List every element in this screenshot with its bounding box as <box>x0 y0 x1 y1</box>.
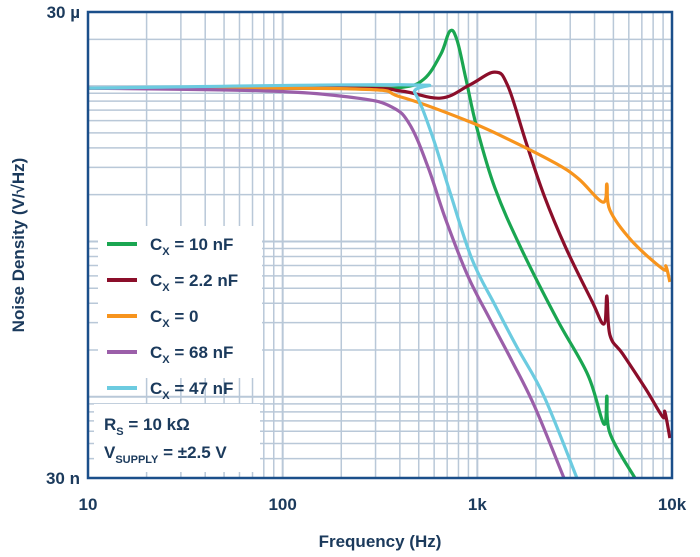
legend-entry-label: CX = 10 nF <box>150 235 233 258</box>
annotation-text: RS = 10 kΩ <box>104 415 190 438</box>
series-line-1 <box>87 70 672 439</box>
y-axis-label: Noise Density (V/√Hz) <box>9 158 28 333</box>
x-tick-label: 100 <box>268 495 296 514</box>
legend-entry-label: CX = 2.2 nF <box>150 271 238 294</box>
y-tick-label: 30 µ <box>47 3 80 22</box>
annotation-background <box>94 404 260 472</box>
legend-entry-label: CX = 0 <box>150 307 198 330</box>
series-line-2 <box>87 86 672 283</box>
y-tick-labels: 30 µ 30 n <box>46 3 80 488</box>
legend: CX = 10 nF CX = 2.2 nF CX = 0 CX = 68 nF CX … <box>107 235 238 402</box>
plot-bottom-mask <box>88 479 676 500</box>
x-tick-labels: 10 100 1k 10k <box>79 495 687 514</box>
y-tick-label: 30 n <box>46 469 80 488</box>
legend-entry-label: CX = 47 nF <box>150 379 233 402</box>
x-axis-label: Frequency (Hz) <box>319 532 442 551</box>
series-group <box>87 28 676 500</box>
annotation-text: VSUPPLY = ±2.5 V <box>104 443 227 466</box>
series-line-4 <box>87 83 579 479</box>
x-tick-label: 1k <box>468 495 487 514</box>
series-line-0 <box>87 28 637 479</box>
legend-entry-label: CX = 68 nF <box>150 343 233 366</box>
x-tick-label: 10 <box>79 495 98 514</box>
x-tick-label: 10k <box>658 495 687 514</box>
series-line-3 <box>87 86 566 479</box>
conditions-annotation: RS = 10 kΩ VSUPPLY = ±2.5 V <box>104 415 227 466</box>
plot-frame <box>86 10 674 480</box>
